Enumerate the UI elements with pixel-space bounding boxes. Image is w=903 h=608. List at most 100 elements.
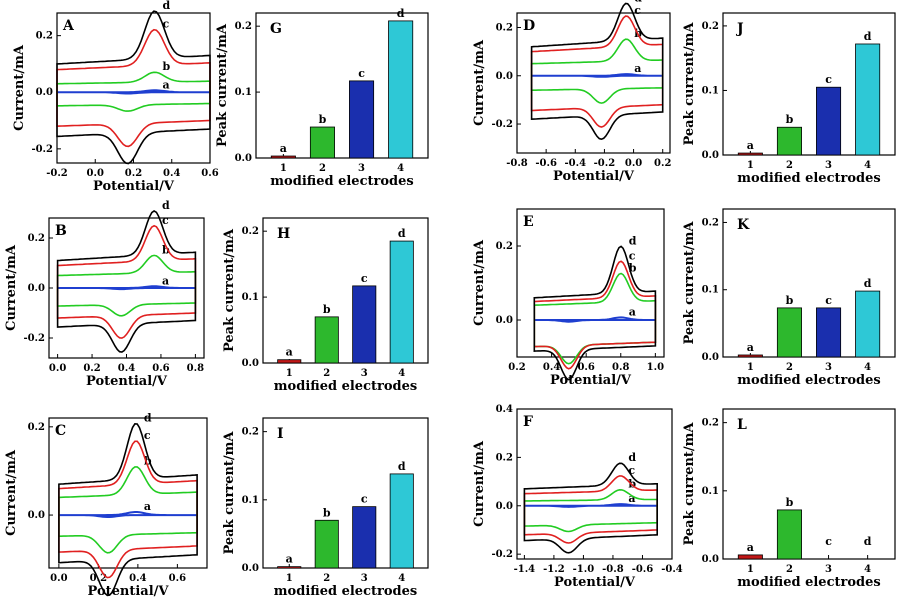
x-tick-label: 2 [323, 368, 330, 379]
bar-panel-K: 0.0 0.1 0.2 1 a 2 b 3 c 4 d modified electrodes Peak… [682, 208, 896, 388]
x-tick-label: 3 [825, 362, 832, 373]
x-tick-label: 0.6 [152, 363, 169, 374]
x-tick-label: 2 [786, 564, 793, 575]
x-axis-label: Potential/V [550, 373, 632, 388]
x-tick-label: 0.6 [169, 573, 186, 584]
y-tick-label: -0.2 [31, 144, 53, 155]
curve-label-a: a [162, 274, 169, 287]
curve-label-c: c [634, 4, 641, 17]
x-tick-label: 3 [825, 564, 832, 575]
x-tick-label: 2 [323, 573, 330, 584]
x-axis-label: Potential/V [93, 179, 175, 194]
panel-letter: J [735, 21, 744, 37]
x-tick-label: 0.2 [654, 158, 671, 169]
bar-c [816, 86, 842, 156]
x-tick-label: 0.0 [50, 573, 67, 584]
curve-label-b: b [162, 243, 170, 256]
y-tick-label: 0.2 [235, 21, 252, 32]
x-tick-label: -0.6 [535, 158, 557, 169]
y-tick-label: 0.2 [496, 22, 513, 33]
curve-label-b: b [629, 262, 637, 275]
curve-label-d: d [628, 451, 636, 464]
curve-label-a: a [163, 78, 170, 91]
x-tick-label: 0.2 [125, 168, 142, 179]
panel-letter: D [523, 18, 535, 34]
bar-a [737, 354, 763, 358]
bar-label-b: b [786, 113, 794, 126]
x-tick-label: 1 [747, 564, 754, 575]
y-tick-label: 0.2 [496, 452, 513, 463]
bar-c [352, 285, 377, 364]
x-tick-label: 0.4 [129, 573, 146, 584]
x-tick-label: -0.2 [46, 168, 68, 179]
curve-c [530, 15, 664, 128]
bar-label-d: d [397, 7, 405, 20]
x-tick-label: 0.2 [83, 363, 100, 374]
y-axis-label: Peak current/mA [682, 221, 697, 345]
y-tick-label: 0.1 [242, 495, 259, 506]
y-axis-label: Current/mA [4, 449, 19, 536]
curve-a [57, 89, 210, 95]
y-tick-label: 0.0 [702, 150, 719, 161]
bar-label-b: b [786, 294, 794, 307]
panel-letter: C [55, 423, 66, 439]
curve-d [530, 2, 664, 141]
y-axis-label: Peak current/mA [215, 23, 230, 147]
y-axis-label: Current/mA [12, 44, 27, 131]
cv-panel-D: -0.8 -0.6 -0.4 -0.2 0.0 0.2 -0.2 0.0 0.2 Potentia… [472, 0, 671, 184]
curve-label-c: c [163, 18, 170, 31]
bar-label-a: a [747, 139, 754, 152]
y-tick-label: 0.0 [28, 510, 45, 521]
y-tick-label: 0.2 [702, 418, 719, 429]
x-axis-label: Potential/V [88, 584, 170, 599]
cv-panel-B: 0.0 0.2 0.4 0.6 0.8-0.20.00.2Potential/VCurr… [4, 199, 205, 389]
y-tick-label: 0.2 [242, 427, 259, 438]
panel-letter: I [277, 426, 284, 442]
x-tick-label: 0.0 [49, 363, 66, 374]
plot-frame [516, 12, 671, 154]
bar-label-d: d [864, 30, 872, 43]
x-tick-label: 2 [786, 160, 793, 171]
bar-panel-J: 0.0 0.1 0.2 1 a 2 b 3 c 4 d modified electrodes Peak… [682, 12, 896, 186]
y-tick-label: 0.1 [242, 292, 259, 303]
x-axis-label: Potential/V [553, 169, 635, 184]
y-tick-label: 0.0 [36, 87, 53, 98]
curve-a [57, 285, 196, 291]
bar-label-c: c [361, 493, 368, 506]
bar-a [277, 359, 302, 364]
x-tick-label: 4 [864, 160, 871, 171]
plot-frame [722, 208, 896, 358]
bar-label-a: a [280, 142, 287, 155]
cv-panel-E: 0.2 0.4 0.6 0.8 1.0 0.0 0.2 Potential/V Current/… [472, 208, 665, 388]
bar-label-a: a [747, 341, 754, 354]
cv-panel-C: 0.0 0.2 0.4 0.60.00.2Potential/VCurrent/mAC… [4, 411, 208, 599]
curve-d [56, 210, 197, 353]
curve-label-c: c [628, 464, 635, 477]
x-tick-label: 4 [864, 564, 871, 575]
y-tick-label: 0.2 [496, 241, 513, 252]
bar-panel-L: 0.0 0.1 0.2 1 a 2 b 3 c 4 d modified electrodes Peak… [682, 408, 896, 590]
bar-label-d: d [398, 227, 406, 240]
curve-label-d: d [162, 199, 170, 212]
plot-frame [722, 12, 896, 156]
bar-a [277, 566, 302, 569]
y-tick-label: 0.0 [496, 501, 513, 512]
x-axis-label: modified electrodes [737, 575, 880, 590]
bar-b [314, 316, 339, 364]
y-tick-label: -0.2 [491, 119, 513, 130]
x-tick-label: 0.4 [118, 363, 135, 374]
plot-frame [262, 217, 429, 364]
bar-label-b: b [319, 113, 327, 126]
y-tick-label: 0.0 [702, 554, 719, 565]
bar-label-a: a [747, 541, 754, 554]
bar-label-a: a [286, 553, 293, 566]
bar-panel-H: 0.0 0.1 0.2 1 a 2 b 3 c 4 d modified electrodes Peak… [222, 217, 429, 394]
curve-label-a: a [144, 500, 151, 513]
panel-letter: B [55, 223, 67, 239]
panel-letter: H [277, 226, 290, 242]
x-tick-label: -1.0 [573, 564, 595, 575]
plot-frame [262, 417, 429, 569]
x-tick-label: -1.4 [514, 564, 536, 575]
x-tick-label: 4 [397, 163, 404, 174]
